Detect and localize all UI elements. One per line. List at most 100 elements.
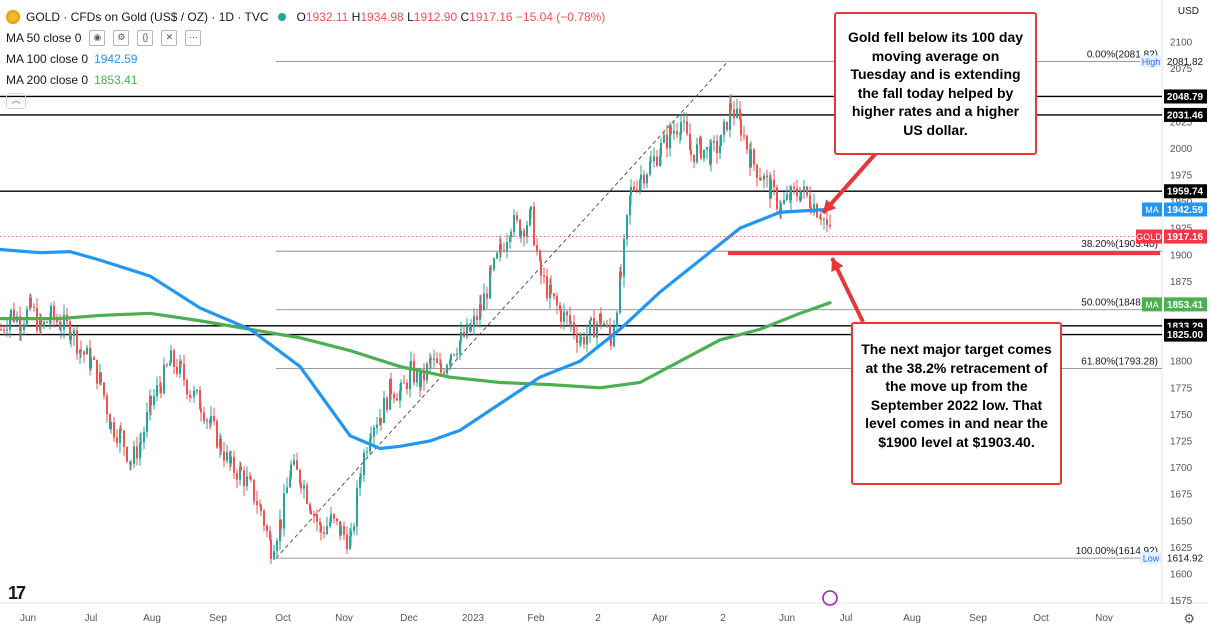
candle-body bbox=[479, 304, 481, 320]
candle-body bbox=[279, 519, 281, 542]
level-price-tag bbox=[1164, 107, 1207, 122]
candle-body bbox=[20, 329, 22, 331]
candle-body bbox=[373, 427, 375, 437]
candle-body bbox=[733, 109, 735, 118]
settings-gear-icon[interactable]: ⚙ bbox=[1183, 611, 1195, 626]
candle-body bbox=[673, 130, 675, 134]
fib-level-label: 0.00%(2081.82) bbox=[1087, 49, 1158, 60]
candle-body bbox=[459, 340, 461, 354]
settings-icon[interactable]: ⚙ bbox=[113, 29, 130, 46]
candle-body bbox=[296, 460, 298, 470]
candle-body bbox=[136, 446, 138, 459]
candle-body bbox=[276, 541, 278, 552]
candle-body bbox=[96, 359, 98, 384]
candle-body bbox=[726, 121, 728, 130]
candle-body bbox=[786, 194, 788, 200]
currency-selector[interactable]: USD bbox=[1177, 6, 1199, 17]
indicator-ma100[interactable]: MA 100 close 0 1942.59 bbox=[6, 51, 138, 66]
level-price-label: 2031.46 bbox=[1167, 110, 1204, 121]
candle-body bbox=[103, 382, 105, 396]
price-tag-value-box bbox=[1164, 297, 1207, 312]
x-tick-label: Jul bbox=[840, 613, 853, 624]
level-price-label: 1959.74 bbox=[1167, 187, 1204, 198]
indicator-ma50[interactable]: MA 50 close 0 ◉ ⚙ {} ✕ ⋯ bbox=[6, 27, 605, 48]
candle-body bbox=[610, 336, 612, 347]
candle-body bbox=[429, 358, 431, 364]
candle-body bbox=[809, 195, 811, 209]
more-icon[interactable]: ⋯ bbox=[185, 29, 202, 46]
candle-body bbox=[516, 215, 518, 220]
price-tag-box bbox=[1140, 55, 1162, 68]
candle-body bbox=[299, 469, 301, 484]
candle-body bbox=[500, 244, 502, 251]
candle-body bbox=[650, 161, 652, 163]
y-tick-label: 1600 bbox=[1170, 570, 1193, 581]
annotation-ma-break[interactable]: Gold fell below its 100 day moving avera… bbox=[834, 12, 1037, 155]
candle-body bbox=[796, 188, 798, 197]
price-tag-value: 1614.92 bbox=[1167, 554, 1204, 565]
candle-body bbox=[729, 103, 731, 130]
candle-body bbox=[596, 323, 598, 338]
candle-body bbox=[526, 225, 528, 237]
candle-body bbox=[303, 485, 305, 489]
candle-body bbox=[730, 103, 732, 110]
annotation-fib-target[interactable]: The next major target comes at the 38.2%… bbox=[851, 322, 1062, 485]
candle-body bbox=[570, 322, 572, 324]
candle-body bbox=[589, 320, 591, 335]
arrow-to-target-head bbox=[831, 258, 844, 272]
candle-body bbox=[533, 206, 535, 246]
tradingview-logo[interactable]: 17 bbox=[8, 583, 26, 603]
candle-body bbox=[513, 215, 515, 232]
candle-body bbox=[389, 378, 391, 410]
candle-body bbox=[613, 326, 615, 347]
fib-level-label: 100.00%(1614.92) bbox=[1076, 546, 1158, 557]
candle-body bbox=[530, 206, 532, 210]
candle-body bbox=[506, 242, 508, 251]
symbol-title[interactable]: GOLD · CFDs on Gold (US$ / OZ) · 1D · TV… bbox=[26, 9, 269, 24]
candle-body bbox=[319, 521, 321, 525]
candle-body bbox=[520, 230, 522, 237]
x-tick-label: 2 bbox=[595, 613, 601, 624]
candle-body bbox=[773, 179, 775, 188]
indicator-ma200[interactable]: MA 200 close 0 1853.41 bbox=[6, 72, 138, 87]
price-tag-box bbox=[1142, 297, 1162, 312]
arrow-to-ma-head bbox=[823, 199, 837, 213]
collapse-legend-button[interactable]: ︿ bbox=[6, 92, 26, 109]
fib-level-label: 50.00%(1848.37) bbox=[1081, 298, 1158, 309]
candle-body bbox=[106, 395, 108, 415]
candle-body bbox=[756, 164, 758, 178]
candle-body bbox=[270, 539, 272, 560]
candle-body bbox=[110, 422, 112, 430]
candle-body bbox=[199, 390, 201, 410]
candle-body bbox=[63, 314, 65, 330]
candle-body bbox=[129, 461, 131, 465]
eye-icon[interactable]: ◉ bbox=[89, 29, 106, 46]
candle-body bbox=[360, 475, 362, 478]
candle-body bbox=[349, 536, 351, 550]
candle-body bbox=[140, 441, 142, 444]
candle-body bbox=[669, 126, 671, 149]
candle-body bbox=[606, 325, 608, 327]
candle-body bbox=[286, 487, 288, 494]
x-tick-label: Aug bbox=[143, 613, 161, 624]
x-tick-label: Jun bbox=[20, 613, 36, 624]
candle-body bbox=[466, 323, 468, 337]
candle-body bbox=[156, 385, 158, 397]
candle-body bbox=[646, 174, 648, 184]
candle-body bbox=[346, 534, 348, 550]
candle-body bbox=[719, 145, 721, 154]
candle-body bbox=[476, 316, 478, 320]
candle-body bbox=[320, 524, 322, 533]
ohlc-values: O1932.11 H1934.98 L1912.90 C1917.16 −15.… bbox=[296, 9, 606, 24]
candle-body bbox=[76, 330, 78, 354]
candle-body bbox=[170, 350, 172, 363]
candle-body bbox=[420, 371, 422, 388]
close-icon[interactable]: ✕ bbox=[161, 29, 178, 46]
candle-body bbox=[693, 154, 695, 163]
candle-body bbox=[396, 398, 398, 401]
candle-body bbox=[753, 149, 755, 165]
candle-body bbox=[336, 518, 338, 522]
candle-body bbox=[353, 526, 355, 532]
candle-body bbox=[200, 409, 202, 413]
source-code-icon[interactable]: {} bbox=[137, 29, 154, 46]
